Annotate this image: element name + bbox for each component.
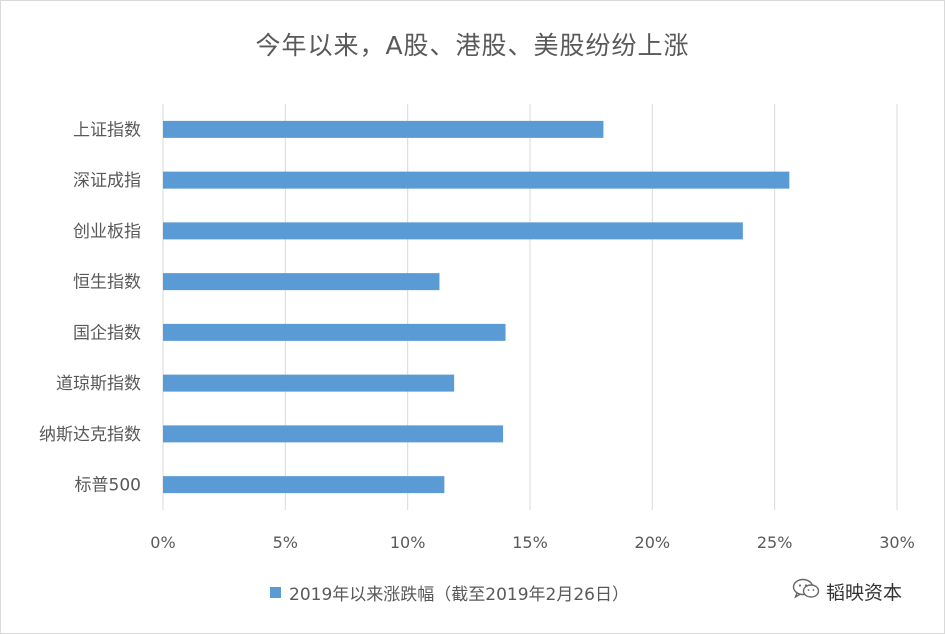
bar (163, 273, 440, 291)
category-label: 纳斯达克指数 (39, 425, 141, 445)
wechat-icon (792, 578, 820, 605)
bar (163, 222, 743, 240)
bar (163, 476, 445, 494)
bar (163, 374, 455, 392)
x-tick-label: 0% (150, 533, 175, 552)
legend-label: 2019年以来涨跌幅（截至2019年2月26日） (289, 585, 629, 605)
x-tick-label: 25% (757, 533, 793, 552)
category-label: 上证指数 (73, 120, 141, 140)
category-label: 标普500 (75, 476, 141, 496)
watermark-text: 韬映资本 (826, 582, 903, 604)
category-label: 恒生指数 (73, 273, 141, 293)
x-tick-label: 20% (635, 533, 671, 552)
legend: 2019年以来涨跌幅（截至2019年2月26日） (270, 580, 629, 605)
x-tick-label: 5% (273, 533, 298, 552)
bar (163, 323, 506, 341)
category-label: 国企指数 (73, 323, 141, 343)
x-tick-label: 15% (512, 533, 548, 552)
x-tick-label: 30% (879, 533, 915, 552)
x-tick-label: 10% (390, 533, 426, 552)
watermark: 韬映资本 (792, 578, 902, 605)
chart-title: 今年以来，A股、港股、美股纷纷上涨 (255, 31, 690, 60)
category-label: 深证成指 (73, 171, 141, 191)
bar (163, 171, 790, 189)
bar (163, 425, 504, 443)
category-label: 道琼斯指数 (56, 374, 141, 394)
legend-swatch (270, 587, 281, 598)
bar (163, 120, 604, 138)
category-label: 创业板指 (73, 222, 141, 242)
